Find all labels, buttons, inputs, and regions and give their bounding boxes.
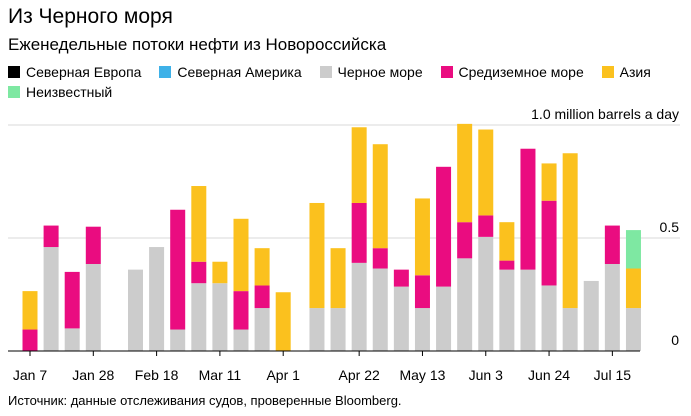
bar-segment [275, 292, 291, 351]
legend-swatch-4 [601, 66, 614, 78]
bar-segment [128, 269, 143, 351]
x-tick-label: Jul 15 [594, 367, 632, 383]
bar-segment [22, 329, 38, 351]
bar-segment [604, 263, 620, 351]
legend-swatch-5 [8, 86, 20, 98]
bar-segment [478, 236, 494, 351]
bar-segment [562, 153, 578, 309]
bar-segment [191, 283, 207, 351]
bar-segment [212, 283, 228, 351]
bar-segment [309, 308, 325, 351]
x-tick-label: May 13 [399, 367, 445, 383]
bar-segment [436, 166, 452, 287]
bar-segment [499, 260, 515, 270]
bar-segment [414, 308, 430, 351]
bar-segment [22, 291, 38, 330]
bar-segment [393, 269, 409, 287]
legend-label: Черное море [337, 64, 423, 80]
bar-segment [372, 248, 388, 269]
legend-swatch-2 [319, 66, 332, 78]
x-tick-label: Jun 24 [528, 367, 570, 383]
bar-segment [170, 329, 186, 351]
bar-segment [351, 202, 367, 263]
x-tick-label: Jun 3 [469, 367, 503, 383]
legend-swatch-0 [8, 66, 20, 78]
bar-segment [625, 308, 641, 351]
legend-label: Средиземное море [458, 64, 584, 80]
bar-segment [414, 198, 430, 276]
legend-label: Неизвестный [26, 84, 113, 100]
bar-segment [254, 308, 270, 351]
legend-item: Азия [601, 62, 651, 82]
bar-segment [170, 209, 186, 330]
bar-segment [625, 268, 641, 309]
y-tick-label: 1.0 million barrels a day [531, 106, 679, 122]
legend-item: Северная Европа [8, 62, 141, 82]
source-note: Источник: данные отслеживания судов, про… [8, 393, 402, 408]
bar-segment [233, 218, 249, 292]
bar-segment [541, 163, 557, 201]
bar-segment [64, 271, 80, 329]
bar-segment [85, 263, 101, 351]
bar-segment [499, 222, 515, 261]
bar-segment [393, 286, 409, 351]
bar-segment [309, 202, 325, 309]
bar-segment [233, 291, 249, 330]
x-tick-label: Feb 18 [135, 367, 179, 383]
bar-segment [520, 269, 536, 351]
bar-segment [43, 247, 59, 351]
bar-segment [457, 222, 473, 259]
x-tick-label: Jan 28 [72, 367, 114, 383]
bar-segment [583, 280, 599, 351]
bar-segment [604, 225, 620, 264]
bar-segment [562, 308, 578, 351]
bar-segment [457, 258, 473, 351]
bar-segment [330, 308, 346, 351]
legend-item: Черное море [319, 62, 423, 82]
bar-segment [233, 329, 249, 351]
legend-label: Северная Европа [26, 64, 142, 80]
bar-segment [478, 215, 494, 237]
bar-segment [191, 261, 207, 284]
bar-segment [541, 200, 557, 286]
chart-title: Из Черного моря [8, 5, 173, 28]
bar-segment [85, 226, 101, 264]
legend-item: Средиземное море [440, 62, 584, 82]
chart-subtitle: Еженедельные потоки нефти из Новороссийс… [8, 35, 387, 54]
x-tick-label: Mar 11 [199, 367, 242, 383]
legend-swatch-1 [159, 66, 172, 78]
bar-segment [414, 275, 430, 309]
bar-segment [254, 285, 270, 309]
bar-segment [436, 286, 452, 351]
bar-segment [191, 186, 207, 262]
legend-label: Азия [619, 64, 651, 80]
y-tick-label: 0.5 [660, 219, 680, 235]
bar-segment [64, 328, 80, 351]
bar-segment [499, 269, 515, 351]
legend-item: Неизвестный [8, 82, 112, 102]
bar-segment [351, 262, 367, 351]
bar-segment [625, 230, 641, 269]
bar-segment [541, 285, 557, 351]
bar-segment [478, 129, 494, 216]
legend-label: Северная Америка [177, 64, 302, 80]
bar-segment [372, 144, 388, 249]
bar-segment [330, 248, 346, 309]
x-tick-label: Apr 22 [339, 367, 380, 383]
y-tick-label: 0 [671, 332, 679, 348]
x-tick-label: Apr 1 [266, 367, 300, 383]
bar-segment [43, 225, 59, 248]
bar-segment [212, 261, 228, 284]
bar-segment [149, 247, 165, 351]
bar-segment [520, 148, 536, 270]
bar-segment [254, 248, 270, 286]
bar-segment [372, 268, 388, 351]
bar-segment [457, 123, 473, 223]
legend-swatch-3 [440, 66, 453, 78]
legend: Северная Европа Северная Америка Черное … [8, 62, 678, 102]
bar-segment [351, 127, 367, 203]
legend-item: Северная Америка [159, 62, 302, 82]
x-tick-label: Jan 7 [13, 367, 47, 383]
